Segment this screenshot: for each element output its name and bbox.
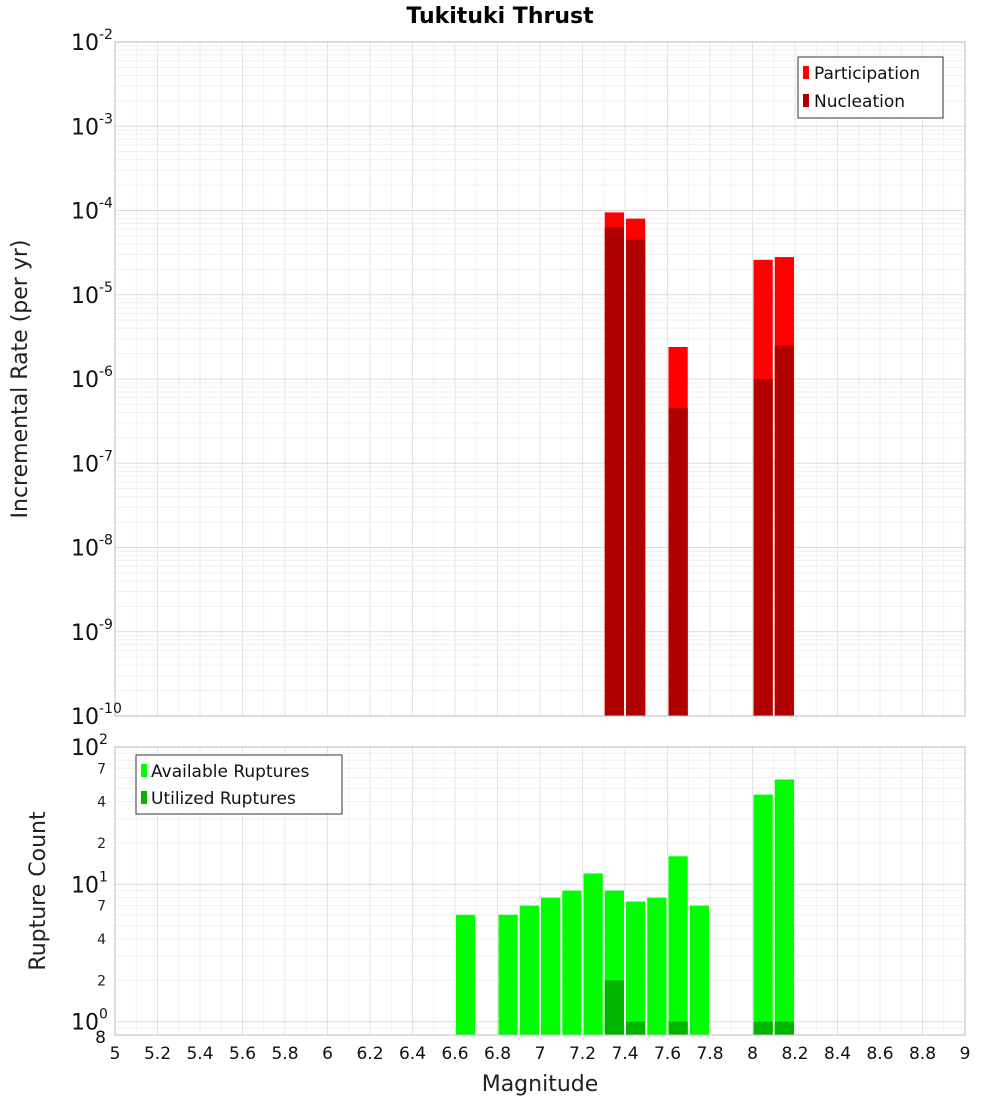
top-y-axis-label: Incremental Rate (per yr): [8, 240, 33, 519]
x-tick-label: 8.6: [866, 1044, 893, 1064]
bottom-y-tick-minor: 4: [97, 932, 106, 948]
available-ruptures-bar: [541, 897, 561, 1035]
x-tick-label: 5.4: [186, 1044, 213, 1064]
bottom-bars: [456, 779, 794, 1035]
bottom-y-axis-label: Rupture Count: [26, 811, 51, 971]
available-ruptures-bar: [647, 897, 667, 1035]
x-tick-label: 6.2: [356, 1044, 383, 1064]
bottom-y-tick-minor: 4: [97, 795, 106, 811]
bottom-y-tick-major: 100: [71, 1007, 108, 1036]
top-legend: Participation Nucleation: [797, 56, 944, 119]
x-tick-label: 5.2: [144, 1044, 171, 1064]
top-y-ticks: 10-10 10-9 10-8 10-7 10-6 10-5 10-4 10-3 10-2: [71, 27, 122, 730]
utilized-ruptures-bar: [668, 1021, 688, 1035]
x-tick-label: 8.2: [781, 1044, 808, 1064]
available-ruptures-bar: [689, 905, 709, 1035]
bottom-y-ticks: 100 101 102 8 2 4 7 2 4 7: [71, 732, 108, 1048]
available-ruptures-bar: [562, 890, 582, 1035]
x-tick-label: 7: [535, 1044, 546, 1064]
x-tick-label: 6.8: [484, 1044, 511, 1064]
x-tick-label: 5.6: [229, 1044, 256, 1064]
top-y-tick-label: 10-9: [71, 617, 113, 646]
nucleation-bar: [774, 345, 794, 716]
utilized-ruptures-bar: [604, 980, 624, 1035]
bottom-y-tick-major: 102: [71, 732, 108, 761]
available-ruptures-bar: [583, 873, 603, 1035]
available-ruptures-bar: [753, 794, 773, 1035]
bottom-y-tick-minor: 2: [97, 973, 106, 989]
top-legend-box: [797, 56, 944, 119]
x-ticks: 5 5.2 5.4 5.6 5.8 6 6.2 6.4 6.6 6.8 7 7.2 7.4 7.6 7.8 8…: [110, 1044, 971, 1064]
nucleation-bar: [753, 379, 773, 716]
x-tick-label: 5: [110, 1044, 121, 1064]
top-y-tick-label: 10-7: [71, 448, 113, 477]
x-tick-label: 8.4: [824, 1044, 851, 1064]
bottom-y-tick-major: 101: [71, 869, 108, 898]
legend-label-available: Available Ruptures: [151, 762, 309, 782]
top-bars: [604, 212, 794, 717]
available-ruptures-bar: [498, 914, 518, 1035]
available-ruptures-bar: [668, 856, 688, 1035]
top-y-tick-label: 10-3: [71, 111, 113, 140]
x-tick-label: 8: [747, 1044, 758, 1064]
top-y-tick-label: 10-2: [71, 27, 113, 56]
legend-label-nucleation: Nucleation: [814, 92, 905, 112]
top-y-tick-label: 10-4: [71, 196, 113, 225]
top-y-tick-label: 10-6: [71, 364, 113, 393]
legend-swatch-utilized: [141, 791, 147, 804]
x-axis-label: Magnitude: [482, 1072, 599, 1097]
x-tick-label: 6: [322, 1044, 333, 1064]
x-tick-label: 7.4: [611, 1044, 638, 1064]
utilized-ruptures-bar: [753, 1021, 773, 1035]
nucleation-bar: [604, 227, 624, 716]
legend-swatch-nucleation: [803, 94, 809, 107]
bottom-plot-frame: [114, 746, 966, 1036]
top-grid: [114, 42, 966, 717]
bottom-y-tick-minor: 8: [95, 1028, 106, 1048]
top-plot-frame: [114, 41, 966, 717]
bottom-y-tick-minor: 2: [97, 836, 106, 852]
top-plot: 10-10 10-9 10-8 10-7 10-6 10-5 10-4 10-3 10-2 In…: [8, 27, 966, 730]
bottom-plot: 100 101 102 8 2 4 7 2 4 7 5 5.2 5.4 5.6 5.8 6 6.2 6.4 6.6…: [26, 732, 970, 1097]
bottom-y-tick-minor: 7: [97, 761, 106, 777]
available-ruptures-bar: [456, 914, 476, 1035]
x-tick-label: 6.4: [399, 1044, 426, 1064]
chart-title: Tukituki Thrust: [406, 4, 594, 29]
bottom-y-tick-minor: 7: [97, 899, 106, 915]
x-tick-label: 5.8: [271, 1044, 298, 1064]
x-tick-label: 8.8: [909, 1044, 936, 1064]
nucleation-bar: [668, 408, 688, 716]
legend-swatch-participation: [803, 66, 809, 79]
x-tick-label: 7.2: [569, 1044, 596, 1064]
available-ruptures-bar: [626, 901, 646, 1035]
utilized-ruptures-bar: [626, 1021, 646, 1035]
available-ruptures-bar: [774, 779, 794, 1035]
top-y-tick-label: 10-10: [71, 701, 122, 730]
x-tick-label: 9: [960, 1044, 971, 1064]
legend-label-utilized: Utilized Ruptures: [151, 789, 296, 809]
top-y-tick-label: 10-5: [71, 280, 113, 309]
utilized-ruptures-bar: [774, 1021, 794, 1035]
legend-label-participation: Participation: [814, 64, 920, 84]
x-tick-label: 7.6: [654, 1044, 681, 1064]
nucleation-bar: [626, 239, 646, 716]
x-tick-label: 7.8: [696, 1044, 723, 1064]
bottom-legend: Available Ruptures Utilized Ruptures: [135, 754, 343, 815]
top-y-tick-label: 10-8: [71, 533, 113, 562]
legend-swatch-available: [141, 764, 147, 777]
available-ruptures-bar: [519, 905, 539, 1035]
bottom-legend-box: [135, 754, 343, 815]
x-tick-label: 6.6: [441, 1044, 468, 1064]
